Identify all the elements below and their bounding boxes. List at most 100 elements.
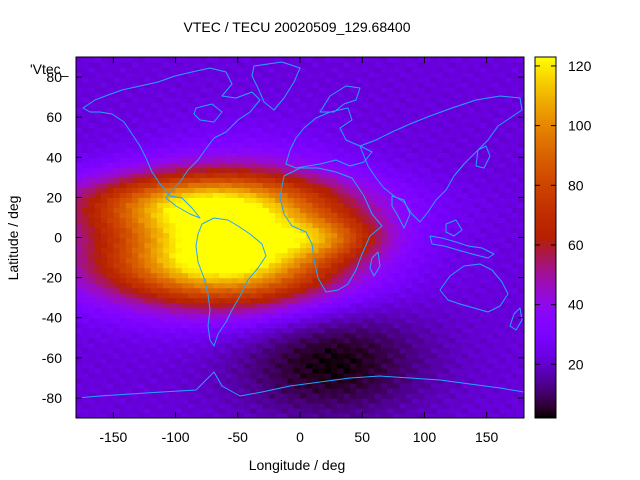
heatmap-cell: [231, 342, 239, 349]
heatmap-cell: [132, 227, 139, 234]
heatmap-cell: [380, 147, 388, 153]
heatmap-cell: [262, 247, 270, 254]
heatmap-cell: [119, 92, 127, 98]
heatmap-cell: [300, 182, 307, 188]
heatmap-cell: [76, 217, 83, 224]
heatmap-cell: [119, 202, 127, 209]
heatmap-cell: [387, 402, 394, 409]
heatmap-cell: [399, 332, 407, 339]
heatmap-cell: [212, 117, 220, 123]
heatmap-cell: [499, 97, 506, 103]
heatmap-cell: [331, 312, 338, 319]
heatmap-cell: [499, 207, 506, 214]
heatmap-cell: [455, 302, 463, 309]
heatmap-cell: [181, 82, 189, 88]
heatmap-cell: [468, 282, 475, 289]
heatmap-cell: [511, 177, 519, 183]
heatmap-cell: [125, 67, 133, 73]
heatmap-cell: [237, 267, 245, 274]
heatmap-cell: [424, 392, 432, 399]
heatmap-cell: [125, 227, 133, 234]
heatmap-cell: [436, 127, 444, 133]
heatmap-cell: [393, 177, 401, 183]
heatmap-cell: [362, 387, 370, 394]
heatmap-cell: [225, 122, 233, 128]
heatmap-cell: [399, 182, 407, 188]
heatmap-cell: [436, 362, 444, 369]
heatmap-cell: [107, 267, 114, 274]
heatmap-cell: [474, 162, 482, 168]
heatmap-cell: [449, 167, 457, 173]
heatmap-cell: [225, 137, 233, 143]
heatmap-cell: [430, 327, 438, 334]
heatmap-cell: [250, 127, 258, 133]
heatmap-cell: [418, 332, 426, 339]
heatmap-cell: [405, 112, 413, 118]
heatmap-cell: [455, 257, 463, 264]
heatmap-cell: [169, 357, 177, 364]
heatmap-cell: [107, 362, 114, 369]
heatmap-cell: [188, 392, 195, 399]
heatmap-cell: [499, 177, 506, 183]
heatmap-cell: [412, 262, 419, 269]
heatmap-cell: [356, 332, 363, 339]
heatmap-cell: [125, 142, 133, 148]
heatmap-cell: [468, 187, 475, 193]
heatmap-cell: [449, 327, 457, 334]
heatmap-cell: [169, 342, 177, 349]
heatmap-cell: [212, 357, 220, 364]
heatmap-cell: [175, 257, 183, 264]
heatmap-cell: [306, 247, 314, 254]
heatmap-cell: [318, 297, 326, 304]
heatmap-cell: [356, 317, 363, 324]
heatmap-cell: [486, 212, 494, 219]
heatmap-cell: [181, 272, 189, 279]
heatmap-cell: [306, 77, 314, 83]
heatmap-cell: [194, 287, 202, 294]
heatmap-cell: [306, 157, 314, 163]
heatmap-cell: [430, 237, 438, 244]
heatmap-cell: [150, 392, 158, 399]
heatmap-cell: [206, 212, 214, 219]
heatmap-cell: [474, 342, 482, 349]
heatmap-cell: [206, 207, 214, 214]
heatmap-cell: [424, 317, 432, 324]
heatmap-cell: [356, 202, 363, 209]
heatmap-cell: [82, 347, 90, 354]
heatmap-cell: [225, 362, 233, 369]
heatmap-cell: [306, 357, 314, 364]
heatmap-cell: [194, 122, 202, 128]
heatmap-cell: [100, 122, 108, 128]
heatmap-cell: [293, 172, 301, 178]
heatmap-cell: [76, 232, 83, 239]
heatmap-cell: [293, 357, 301, 364]
heatmap-cell: [349, 347, 357, 354]
heatmap-cell: [200, 142, 208, 148]
heatmap-cell: [119, 147, 127, 153]
heatmap-cell: [231, 292, 239, 299]
heatmap-cell: [156, 232, 164, 239]
heatmap-cell: [82, 377, 90, 384]
heatmap-cell: [430, 282, 438, 289]
heatmap-cell: [188, 177, 195, 183]
heatmap-cell: [212, 192, 220, 198]
heatmap-cell: [231, 227, 239, 234]
heatmap-cell: [188, 102, 195, 108]
heatmap-cell: [486, 82, 494, 88]
heatmap-cell: [125, 352, 133, 359]
heatmap-cell: [499, 197, 506, 203]
heatmap-cell: [418, 317, 426, 324]
heatmap-cell: [100, 247, 108, 254]
heatmap-cell: [181, 322, 189, 329]
heatmap-cell: [225, 382, 233, 389]
heatmap-cell: [387, 237, 394, 244]
heatmap-cell: [88, 302, 96, 309]
heatmap-cell: [138, 347, 146, 354]
heatmap-cell: [287, 152, 295, 158]
heatmap-cell: [362, 112, 370, 118]
heatmap-cell: [455, 162, 463, 168]
heatmap-cell: [262, 332, 270, 339]
heatmap-cell: [324, 97, 332, 103]
heatmap-cell: [281, 327, 289, 334]
heatmap-cell: [300, 172, 307, 178]
